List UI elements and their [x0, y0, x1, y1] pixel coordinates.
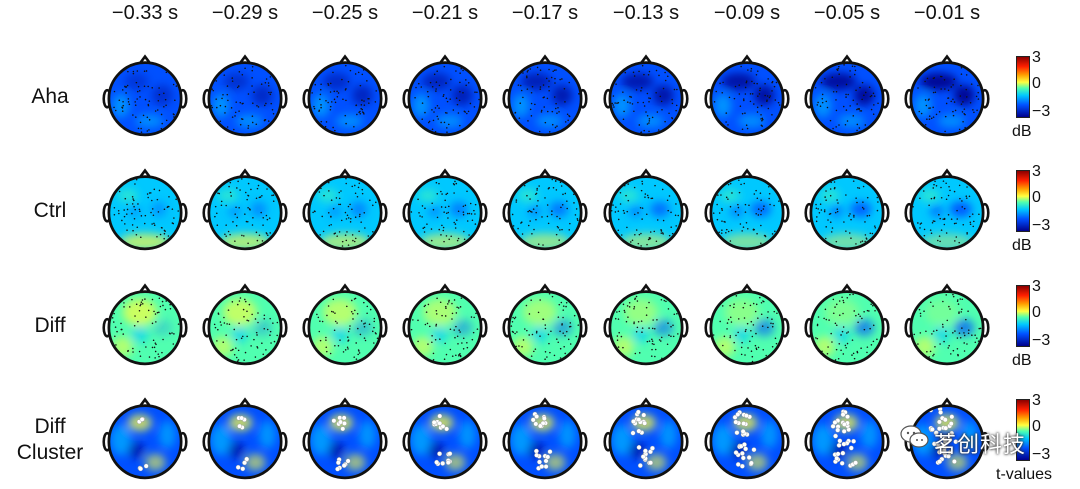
topomap-r3-c1: [202, 397, 288, 480]
row-label-1: Ctrl: [0, 198, 100, 224]
topomap-r2-c0: [102, 283, 188, 366]
topomap-r0-c3: [402, 54, 488, 137]
colorbar-unit: t-values: [996, 466, 1053, 483]
topomap-r2-c1: [202, 283, 288, 366]
topomap-r1-c7: [804, 168, 890, 251]
topomap-r2-c2: [302, 283, 388, 366]
colorbar-tick: −3: [1032, 446, 1051, 463]
topomap-r0-c5: [603, 54, 689, 137]
topomap-r0-c4: [502, 54, 588, 137]
row-label-3: Diff Cluster: [0, 414, 100, 466]
topomap-r3-c0: [102, 397, 188, 480]
row-label-line: Diff: [34, 415, 66, 438]
row-label-line: Cluster: [16, 441, 84, 464]
colorbar-tick: −3: [1032, 217, 1051, 234]
time-label-3: −0.21 s: [411, 2, 479, 24]
time-label-4: −0.17 s: [511, 2, 579, 24]
topomap-r1-c3: [402, 168, 488, 251]
topomap-r3-c7: [804, 397, 890, 480]
colorbar-tick: −3: [1032, 332, 1051, 349]
colorbar-1: [1016, 170, 1030, 232]
topomap-r3-c6: [704, 397, 790, 480]
topomap-r3-c2: [302, 397, 388, 480]
colorbar-tick: 3: [1032, 278, 1041, 295]
topomap-r1-c6: [704, 168, 790, 251]
wechat-icon: [900, 425, 929, 448]
topomap-r3-c3: [402, 397, 488, 480]
colorbar-3: [1016, 399, 1030, 461]
topomap-r0-c1: [202, 54, 288, 137]
colorbar-0: [1016, 56, 1030, 118]
time-label-8: −0.01 s: [913, 2, 981, 24]
topomap-r1-c8: [904, 168, 990, 251]
topomap-r1-c0: [102, 168, 188, 251]
row-label-line: Ctrl: [33, 199, 67, 222]
colorbar-unit: dB: [1012, 352, 1032, 369]
topomap-r0-c0: [102, 54, 188, 137]
topomap-r1-c1: [202, 168, 288, 251]
colorbar-tick: −3: [1032, 103, 1051, 120]
topomap-r0-c8: [904, 54, 990, 137]
colorbar-tick: 0: [1032, 304, 1041, 321]
colorbar-tick: 0: [1032, 189, 1041, 206]
colorbar-tick: 3: [1032, 392, 1041, 409]
time-label-5: −0.13 s: [612, 2, 680, 24]
topomap-r0-c7: [804, 54, 890, 137]
topomap-r0-c2: [302, 54, 388, 137]
colorbar-unit: dB: [1012, 123, 1032, 140]
colorbar-unit: dB: [1012, 237, 1032, 254]
topomap-r2-c6: [704, 283, 790, 366]
time-label-6: −0.09 s: [713, 2, 781, 24]
colorbar-tick: 3: [1032, 163, 1041, 180]
topomap-r0-c6: [704, 54, 790, 137]
row-label-line: Diff: [34, 314, 66, 337]
colorbar-tick: 0: [1032, 418, 1041, 435]
row-label-0: Aha: [0, 84, 100, 110]
colorbar-2: [1016, 285, 1030, 347]
topomap-r1-c4: [502, 168, 588, 251]
time-label-0: −0.33 s: [111, 2, 179, 24]
topomap-r2-c5: [603, 283, 689, 366]
topomap-r2-c8: [904, 283, 990, 366]
time-label-7: −0.05 s: [813, 2, 881, 24]
colorbar-tick: 3: [1032, 49, 1041, 66]
time-label-2: −0.25 s: [311, 2, 379, 24]
topomap-r3-c4: [502, 397, 588, 480]
topomap-r1-c5: [603, 168, 689, 251]
topomap-r2-c4: [502, 283, 588, 366]
topomap-r2-c7: [804, 283, 890, 366]
colorbar-tick: 0: [1032, 75, 1041, 92]
row-label-line: Aha: [31, 85, 69, 108]
topomap-r1-c2: [302, 168, 388, 251]
topomap-r3-c5: [603, 397, 689, 480]
topomap-r2-c3: [402, 283, 488, 366]
time-label-1: −0.29 s: [211, 2, 279, 24]
row-label-2: Diff: [0, 313, 100, 339]
watermark-text: 茗创科技: [934, 432, 1027, 457]
